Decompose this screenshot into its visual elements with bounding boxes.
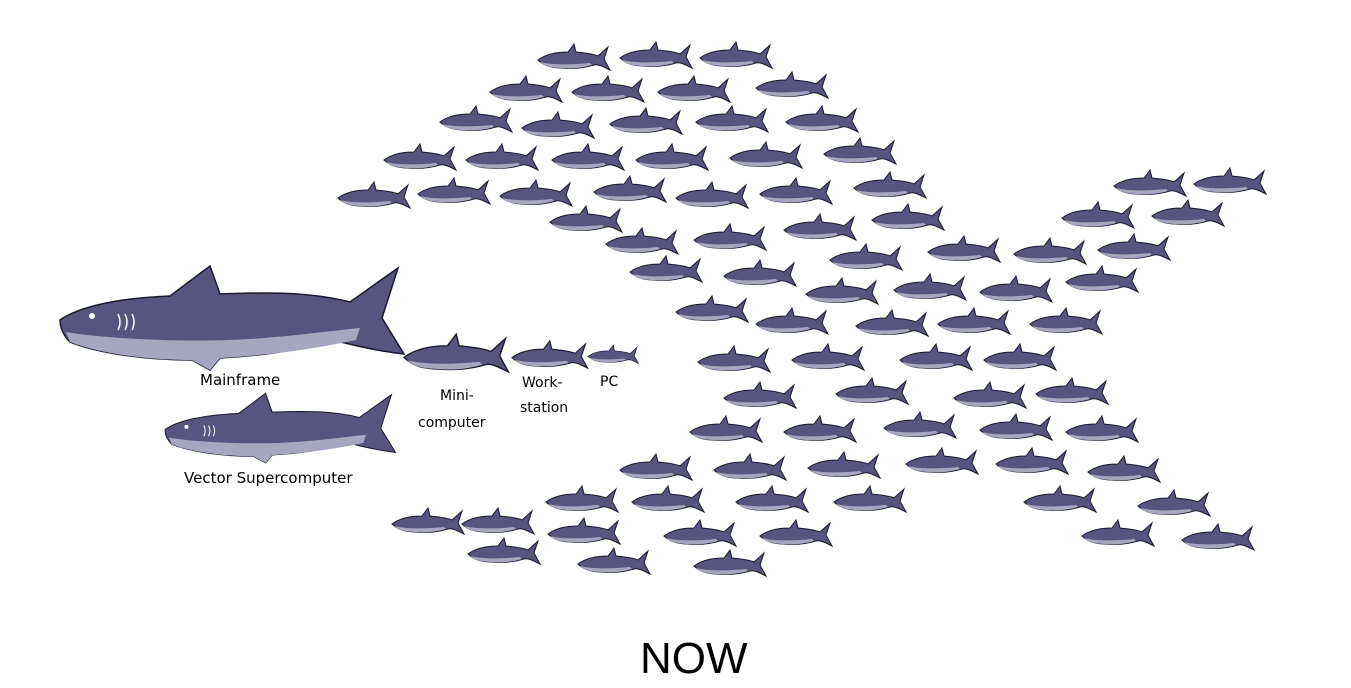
school-fish-icon <box>729 141 803 169</box>
school-fish-icon <box>835 377 909 405</box>
school-fish-icon <box>937 307 1011 335</box>
school-fish-icon <box>593 175 667 203</box>
pc-label: PC <box>600 374 618 390</box>
school-fish-icon <box>783 415 857 443</box>
school-fish-icon <box>577 547 651 575</box>
mainframe-label: Mainframe <box>200 371 280 389</box>
school-fish-icon <box>1181 523 1255 551</box>
minicomputer-shark-icon <box>403 333 510 373</box>
school-fish-icon <box>619 453 693 481</box>
school-fish-icon <box>893 273 967 301</box>
workstation-shark-icon <box>511 340 589 369</box>
fish-school <box>337 41 1267 577</box>
school-fish-icon <box>693 223 767 251</box>
school-fish-icon <box>1097 233 1171 261</box>
school-fish-icon <box>545 485 619 513</box>
school-fish-icon <box>383 143 457 171</box>
school-fish-icon <box>689 415 763 443</box>
school-fish-icon <box>783 213 857 241</box>
vector-supercomputer-shark-icon <box>164 392 396 464</box>
school-fish-icon <box>551 143 625 171</box>
school-fish-icon <box>1113 169 1187 197</box>
school-fish-icon <box>983 343 1057 371</box>
minicomputer-label-line1: Mini- <box>440 388 474 404</box>
school-fish-icon <box>1065 415 1139 443</box>
school-fish-icon <box>499 179 573 207</box>
school-fish-icon <box>337 181 411 209</box>
school-fish-icon <box>467 537 541 565</box>
school-fish-icon <box>619 41 693 69</box>
school-fish-icon <box>1061 201 1135 229</box>
school-fish-icon <box>693 549 767 577</box>
school-fish-icon <box>853 171 927 199</box>
school-fish-icon <box>759 177 833 205</box>
school-fish-icon <box>791 343 865 371</box>
school-fish-icon <box>1151 199 1225 227</box>
school-fish-icon <box>605 227 679 255</box>
school-fish-icon <box>489 75 563 103</box>
school-fish-icon <box>663 519 737 547</box>
school-fish-icon <box>657 75 731 103</box>
school-fish-icon <box>1137 489 1211 517</box>
school-fish-icon <box>995 447 1069 475</box>
school-fish-icon <box>883 411 957 439</box>
school-fish-icon <box>635 143 709 171</box>
vector-supercomputer-label: Vector Supercomputer <box>184 469 353 487</box>
school-fish-icon <box>521 111 595 139</box>
school-fish-icon <box>723 259 797 287</box>
school-fish-icon <box>1065 265 1139 293</box>
school-fish-icon <box>629 255 703 283</box>
school-fish-icon <box>759 519 833 547</box>
school-fish-icon <box>927 235 1001 263</box>
school-fish-icon <box>785 105 859 133</box>
school-fish-icon <box>1087 455 1161 483</box>
pc-shark-icon <box>587 344 639 364</box>
school-fish-icon <box>871 203 945 231</box>
school-fish-icon <box>979 275 1053 303</box>
school-fish-icon <box>609 107 683 135</box>
mainframe-shark-icon <box>59 265 405 371</box>
school-fish-icon <box>1023 485 1097 513</box>
school-fish-icon <box>571 75 645 103</box>
school-fish-icon <box>855 309 929 337</box>
school-fish-icon <box>805 277 879 305</box>
school-fish-icon <box>755 307 829 335</box>
school-fish-icon <box>699 41 773 69</box>
school-fish-icon <box>1035 377 1109 405</box>
school-fish-icon <box>823 137 897 165</box>
school-fish-icon <box>631 485 705 513</box>
school-fish-icon <box>735 485 809 513</box>
school-fish-icon <box>899 343 973 371</box>
school-fish-icon <box>1081 519 1155 547</box>
school-fish-icon <box>549 205 623 233</box>
school-fish-icon <box>465 143 539 171</box>
school-fish-icon <box>547 517 621 545</box>
school-fish-icon <box>807 451 881 479</box>
minicomputer-label-line2: computer <box>418 415 486 431</box>
school-fish-icon <box>697 345 771 373</box>
workstation-label-line2: station <box>520 400 568 416</box>
caption: NOW <box>640 634 748 683</box>
school-fish-icon <box>417 177 491 205</box>
school-fish-icon <box>1013 237 1087 265</box>
school-fish-icon <box>695 105 769 133</box>
school-fish-icon <box>461 507 535 535</box>
school-fish-icon <box>713 453 787 481</box>
school-fish-icon <box>439 105 513 133</box>
school-fish-icon <box>953 381 1027 409</box>
school-fish-icon <box>979 413 1053 441</box>
school-fish-icon <box>723 381 797 409</box>
school-fish-icon <box>905 447 979 475</box>
school-fish-icon <box>1193 167 1267 195</box>
school-fish-icon <box>833 485 907 513</box>
school-fish-icon <box>1029 307 1103 335</box>
workstation-label-line1: Work- <box>522 375 563 391</box>
school-fish-icon <box>755 71 829 99</box>
school-fish-icon <box>675 295 749 323</box>
school-fish-icon <box>391 507 465 535</box>
school-fish-icon <box>537 43 611 71</box>
school-fish-icon <box>829 243 903 271</box>
school-fish-icon <box>675 181 749 209</box>
